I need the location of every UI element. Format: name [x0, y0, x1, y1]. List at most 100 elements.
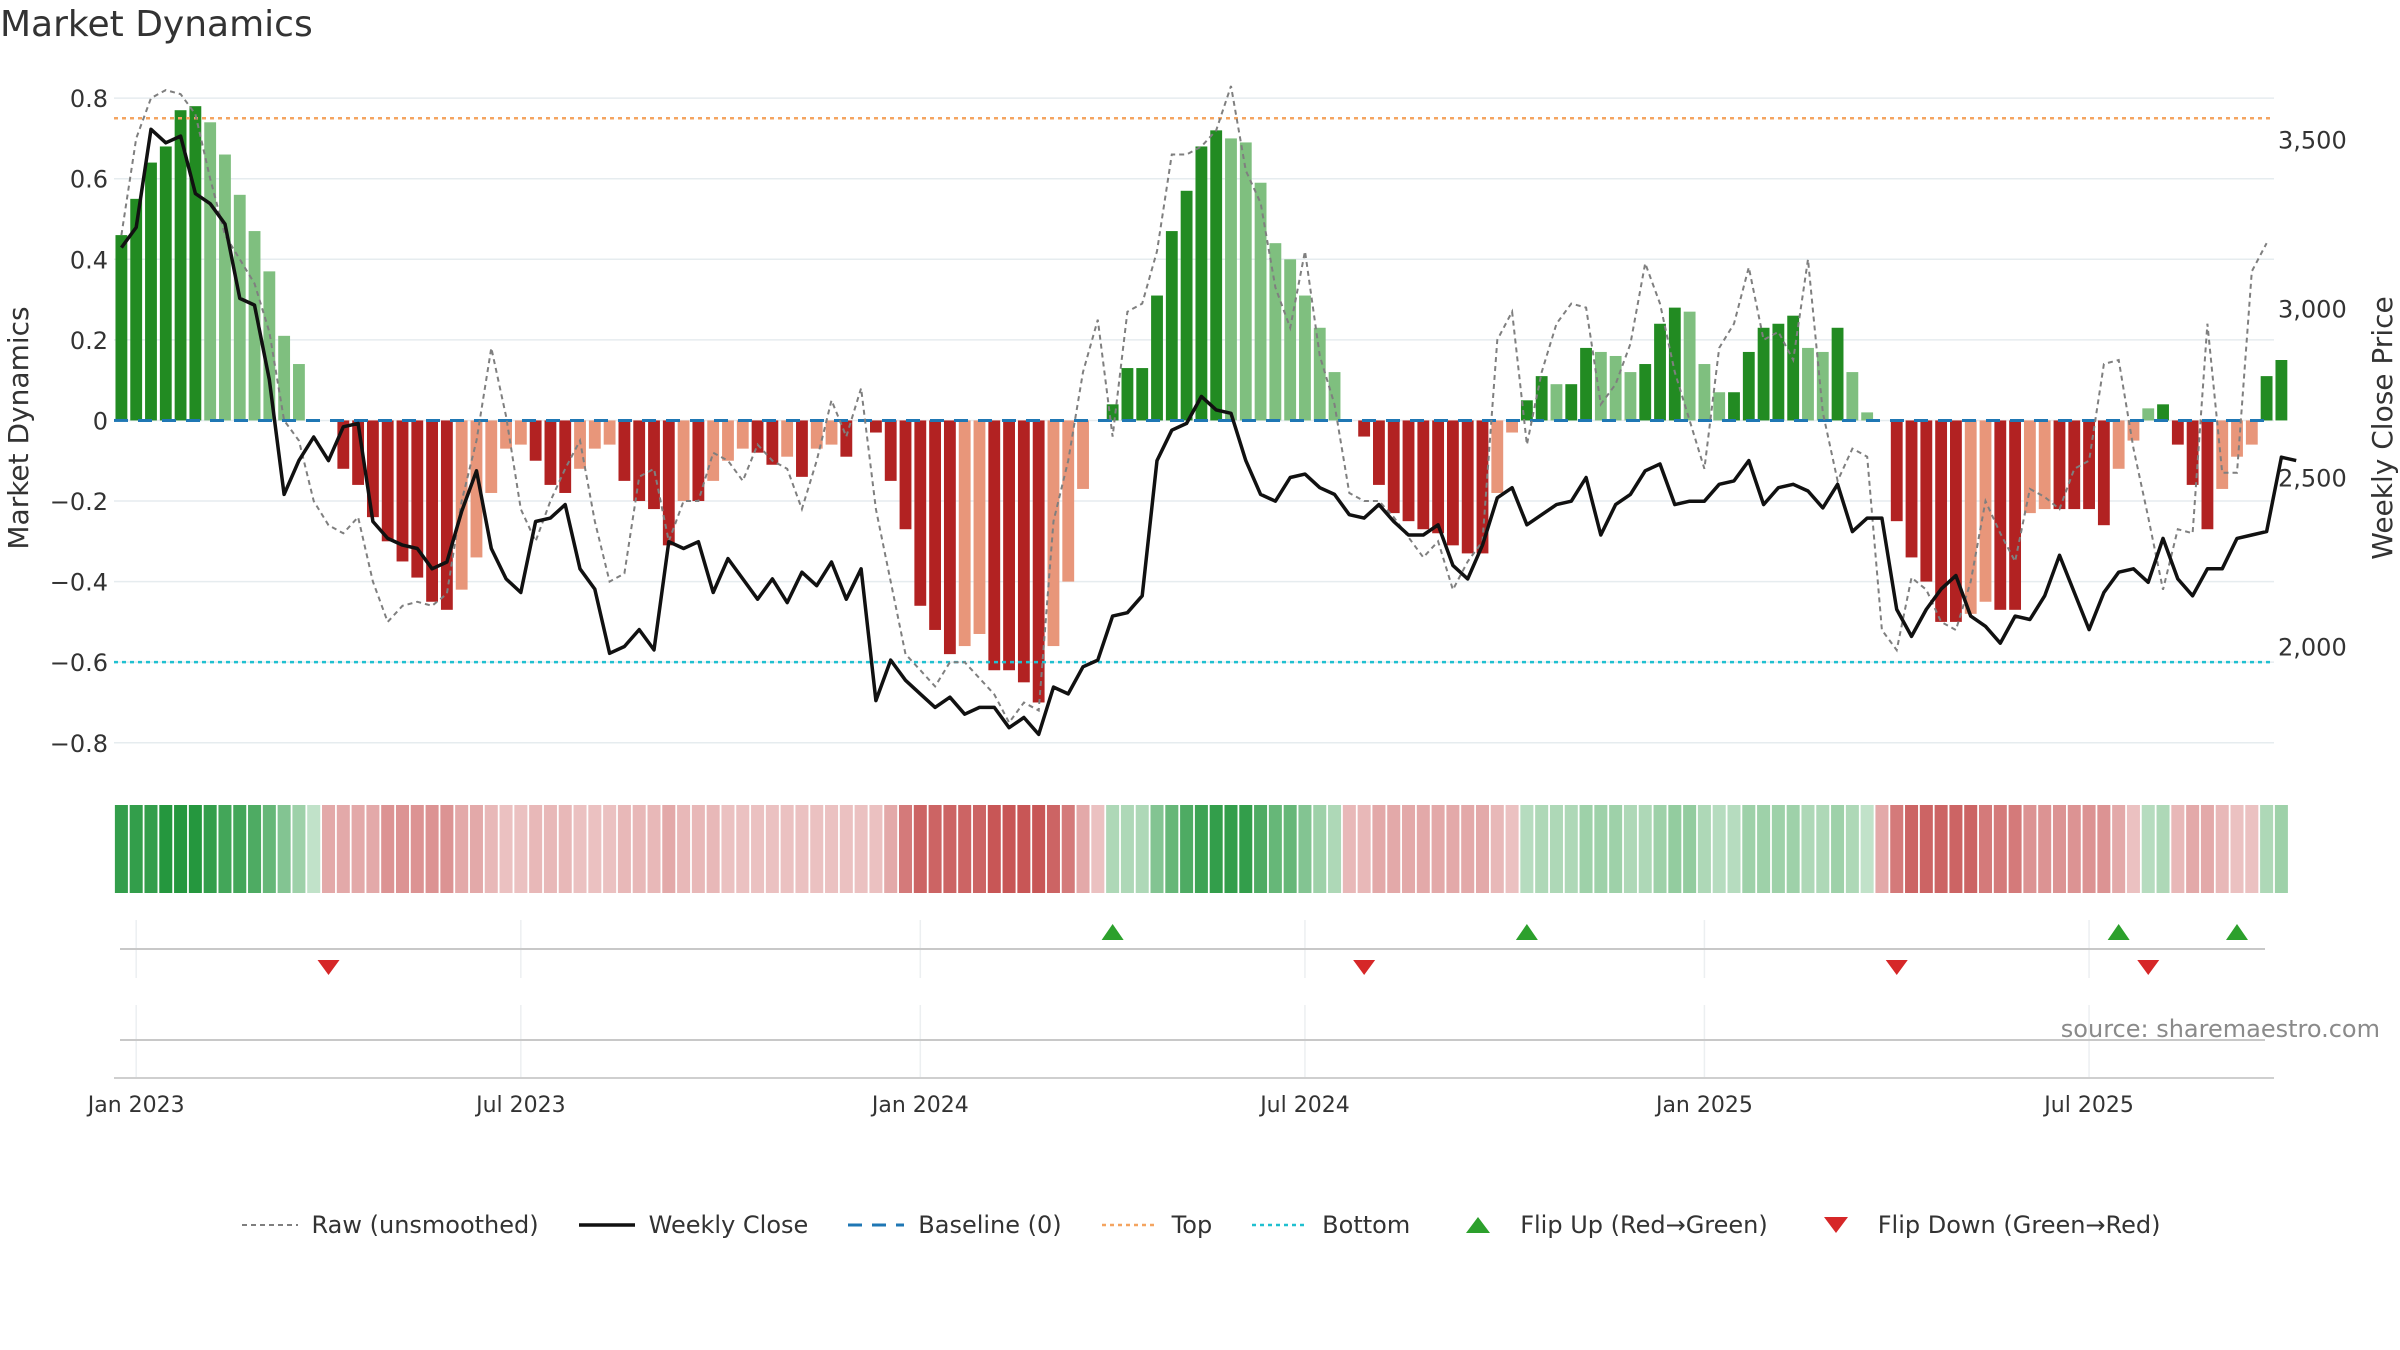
heat-cell	[529, 805, 543, 893]
heat-cell	[2112, 805, 2126, 893]
heat-cell	[336, 805, 350, 893]
bar	[1461, 420, 1474, 554]
threshold-lines	[114, 117, 2274, 664]
heat-cell	[1623, 805, 1637, 893]
heat-cell	[1549, 805, 1563, 893]
bar	[2038, 420, 2051, 510]
bar	[1165, 231, 1178, 421]
heat-cell	[2126, 805, 2140, 893]
y-tick-label: −0.4	[50, 569, 108, 597]
bar	[1387, 420, 1400, 514]
bar	[662, 420, 675, 546]
heat-cell	[1564, 805, 1578, 893]
legend-item-raw: Raw (unsmoothed)	[240, 1211, 539, 1239]
bar	[2127, 420, 2140, 441]
heat-cell	[188, 805, 202, 893]
heat-cell	[484, 805, 498, 893]
heat-cell	[174, 805, 188, 893]
legend-swatch-baseline	[848, 1223, 905, 1227]
legend-label-flip-down: Flip Down (Green→Red)	[1877, 1211, 2161, 1239]
heat-cell	[1505, 805, 1519, 893]
bar	[204, 122, 217, 421]
bar	[381, 420, 394, 542]
bar	[1506, 420, 1518, 433]
bar	[884, 420, 897, 481]
bar	[1535, 376, 1548, 421]
heat-cell	[839, 805, 853, 893]
heat-cell	[1431, 805, 1445, 893]
heat-cell	[1579, 805, 1593, 893]
weekly-close-line	[119, 127, 2297, 737]
bar	[2245, 420, 2258, 445]
bar	[1121, 368, 1134, 421]
heat-cell	[395, 805, 410, 893]
heat-cell	[677, 805, 691, 893]
heat-cell	[2260, 805, 2274, 893]
heat-cell	[987, 805, 1001, 893]
x-tick-label: Jul 2024	[1258, 1093, 1350, 1118]
bar	[352, 420, 365, 485]
bar	[1225, 138, 1237, 421]
x-tick-label: Jan 2024	[870, 1093, 969, 1118]
heat-cell	[1461, 805, 1475, 893]
bar	[2231, 420, 2243, 457]
heat-cell	[233, 805, 247, 893]
bar	[825, 420, 838, 445]
y-tick-label: −0.6	[50, 649, 108, 677]
bar	[958, 420, 971, 647]
heat-cell	[114, 805, 128, 893]
bar	[1313, 327, 1326, 421]
heat-cell	[1002, 805, 1016, 893]
heat-cell	[351, 805, 365, 893]
bar	[219, 154, 231, 421]
bar	[1979, 420, 1992, 602]
y2-tick-label: 2,000	[2278, 634, 2347, 662]
bar	[1239, 142, 1252, 421]
bar	[1802, 347, 1814, 421]
heat-cell	[647, 805, 661, 893]
heat-cell	[1328, 805, 1342, 893]
flip-down-marker	[2137, 960, 2160, 975]
bar	[870, 420, 882, 433]
heat-cell	[425, 805, 439, 893]
heat-cell	[2171, 805, 2185, 893]
heat-cell	[1239, 805, 1253, 893]
bar	[529, 420, 542, 461]
heat-cell	[2215, 805, 2229, 893]
bar	[411, 420, 424, 578]
heat-cell	[1017, 805, 1031, 893]
heat-cell	[1120, 805, 1134, 893]
heat-cell	[721, 805, 735, 893]
heat-cell	[1520, 805, 1534, 893]
heat-cell	[1786, 805, 1800, 893]
legend-item-top: Top	[1100, 1211, 1212, 1239]
bar	[796, 420, 808, 477]
bar	[1846, 372, 1859, 421]
heat-cell	[2245, 805, 2259, 893]
heat-cell	[1978, 805, 1993, 893]
bar	[1757, 327, 1770, 421]
bar	[1269, 243, 1282, 421]
bar	[544, 420, 557, 485]
y-tick-label: −0.2	[50, 488, 108, 516]
bar	[2112, 420, 2125, 469]
flip-down-marker	[317, 960, 340, 975]
heat-cell	[780, 805, 794, 893]
bar	[1816, 351, 1829, 421]
chart-title: Market Dynamics	[0, 4, 313, 45]
bar	[1609, 355, 1622, 421]
legend-swatch-close	[578, 1223, 635, 1227]
bar	[1580, 347, 1592, 421]
heat-cell	[366, 805, 380, 893]
heat-cell	[277, 805, 291, 893]
heat-cell	[1801, 805, 1815, 893]
bar	[470, 420, 483, 558]
heat-cell	[928, 805, 942, 893]
bar	[1017, 420, 1030, 683]
heat-cell	[1934, 805, 1948, 893]
bar	[1935, 420, 1948, 622]
heat-cell	[1180, 805, 1194, 893]
bar	[988, 420, 1001, 671]
heat-cell	[736, 805, 750, 893]
